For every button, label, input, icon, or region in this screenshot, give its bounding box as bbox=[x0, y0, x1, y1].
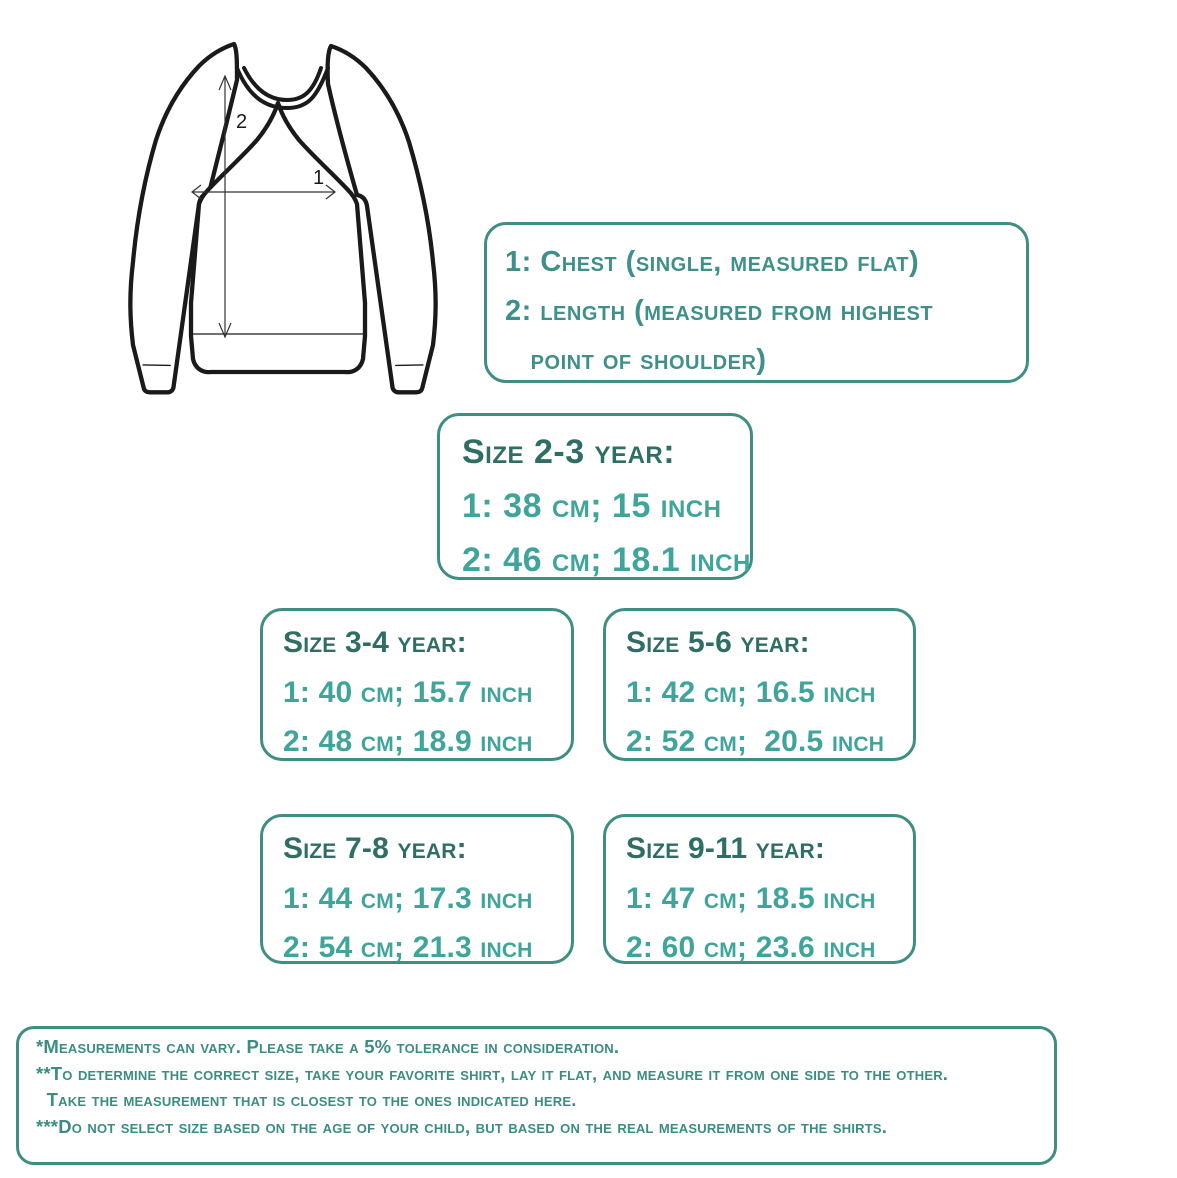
svg-text:2: 2 bbox=[236, 111, 247, 133]
svg-text:1: 1 bbox=[313, 167, 324, 189]
